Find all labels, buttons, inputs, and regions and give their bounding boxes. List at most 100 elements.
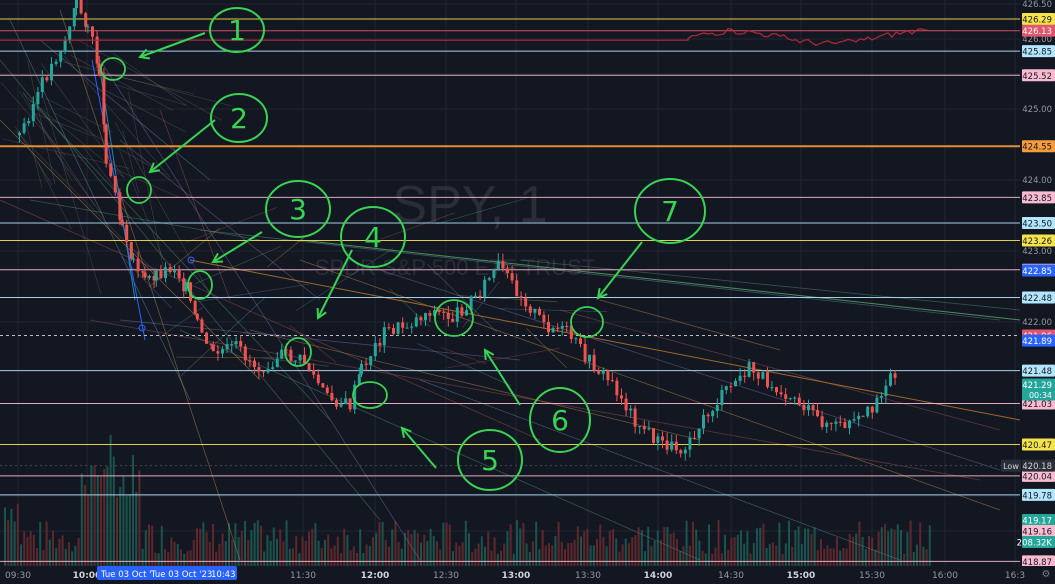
candle-body	[132, 258, 135, 260]
candle-body	[647, 428, 651, 430]
x-tick-label: 10:00	[73, 571, 102, 580]
volume-bar	[708, 524, 710, 566]
volume-bar	[413, 529, 416, 566]
fan-line	[63, 61, 233, 107]
time-axis[interactable]	[0, 566, 1055, 580]
volume-bar	[701, 550, 704, 566]
candle-body	[405, 327, 409, 329]
fan-line	[419, 379, 901, 561]
volume-bar	[64, 548, 67, 566]
low-tag: Low	[1003, 462, 1019, 471]
volume-bar	[631, 537, 634, 566]
volume-bar	[516, 520, 518, 566]
settings-icon[interactable]: ⚙	[1042, 569, 1051, 580]
candle-body	[656, 436, 660, 443]
annotation-arrow	[401, 427, 437, 469]
volume-bar	[340, 553, 342, 566]
fan-line	[42, 96, 102, 294]
candle-body	[271, 367, 275, 369]
candle-body	[715, 405, 719, 412]
volume-bar	[493, 537, 496, 566]
fan-line	[440, 347, 487, 365]
volume-bar	[32, 534, 35, 566]
volume-bar	[266, 535, 269, 566]
price-label-bg	[1022, 469, 1055, 482]
volume-bar	[916, 544, 918, 566]
volume-bar	[180, 549, 182, 566]
volume-bar	[90, 465, 93, 566]
candle-body	[266, 368, 270, 373]
price-label: 423.85	[1022, 194, 1052, 204]
fan-line	[14, 130, 159, 276]
annotation-number: 3	[289, 193, 307, 226]
fan-line	[119, 319, 521, 361]
candle-body	[335, 400, 338, 407]
volume-bar	[829, 548, 832, 566]
volume-bar	[336, 536, 339, 566]
price-label: 420.04	[1022, 472, 1052, 482]
candle-body	[257, 367, 261, 372]
volume-bar	[464, 520, 467, 566]
volume-bar	[717, 520, 720, 566]
volume-bar	[378, 521, 381, 566]
volume-bar	[375, 532, 378, 566]
volume-bar	[551, 545, 554, 566]
candle-body	[670, 441, 674, 450]
volume-bar	[77, 537, 80, 566]
volume-bar	[884, 524, 886, 566]
candle-body	[177, 270, 181, 279]
candlesticks	[18, 0, 897, 461]
price-label: 423.26	[1022, 237, 1052, 247]
volume-bar	[682, 545, 685, 566]
candle-body	[40, 77, 44, 93]
volume-bar	[388, 546, 390, 566]
fan-line	[462, 281, 500, 328]
volume-bar	[410, 534, 413, 566]
candle-body	[884, 385, 888, 397]
volume-bar	[260, 525, 262, 566]
fan-line	[299, 259, 1001, 511]
candle-body	[348, 398, 352, 410]
candle-body	[401, 322, 405, 328]
candle-body	[697, 428, 701, 439]
annotation-circle	[570, 306, 604, 338]
volume-bar	[570, 542, 573, 566]
volume-bar	[692, 521, 694, 566]
volume-bar	[221, 533, 224, 566]
candle-body	[469, 296, 473, 311]
volume-bar	[7, 520, 10, 566]
price-badge-bg	[1022, 459, 1055, 472]
volume-bar	[301, 536, 304, 566]
volume-bar	[429, 528, 432, 566]
candle-body	[843, 422, 847, 429]
volume-bar	[205, 532, 208, 566]
candle-body	[838, 421, 842, 423]
volume-bar	[477, 543, 480, 566]
volume-bar	[794, 530, 797, 566]
candle-body	[54, 61, 58, 64]
candle-body	[195, 313, 199, 320]
volume-bar	[458, 545, 461, 566]
price-label-bg	[1022, 140, 1055, 153]
volume-bar	[695, 529, 698, 566]
candle-body	[234, 341, 238, 345]
candle-body	[620, 395, 623, 399]
annotation-circle	[209, 7, 265, 53]
volume-bar	[23, 531, 26, 566]
candle-body	[661, 436, 664, 441]
volume-bar	[807, 528, 810, 566]
candle-body	[683, 449, 687, 454]
volume-bar	[535, 521, 538, 566]
volume-bar	[439, 549, 442, 566]
volume-bar	[29, 531, 32, 566]
volume-bar	[644, 551, 646, 566]
candle-body	[624, 398, 628, 411]
candle-body	[478, 295, 482, 297]
volume-bar	[71, 551, 74, 566]
volume-bar	[394, 521, 397, 566]
candle-body	[221, 349, 224, 354]
candle-body	[574, 338, 578, 340]
volume-bar	[250, 530, 253, 566]
